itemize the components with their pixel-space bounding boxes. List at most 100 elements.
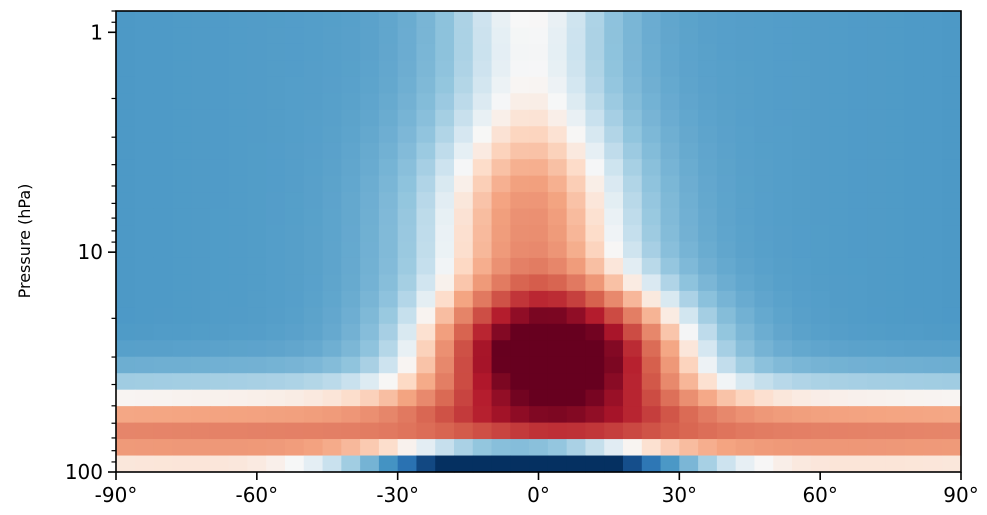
heatmap-cell xyxy=(378,340,399,358)
heatmap-cell xyxy=(810,142,831,160)
heatmap-cell xyxy=(247,340,267,358)
heatmap-cell xyxy=(134,109,155,127)
heatmap-cell xyxy=(303,257,324,276)
heatmap-cell xyxy=(266,455,286,473)
heatmap-cell xyxy=(604,27,624,45)
heatmap-cell xyxy=(566,93,587,111)
heatmap-cell xyxy=(547,159,568,177)
heatmap-cell xyxy=(566,373,587,391)
heatmap-cell xyxy=(228,422,249,440)
heatmap-cell xyxy=(454,257,474,276)
heatmap-cell xyxy=(116,406,136,424)
heatmap-cell xyxy=(209,192,230,210)
heatmap-cell xyxy=(604,340,624,358)
heatmap-cell xyxy=(472,241,493,259)
heatmap-cell xyxy=(679,11,699,29)
heatmap-cell xyxy=(510,192,530,210)
heatmap-cell xyxy=(529,389,549,407)
heatmap-cell xyxy=(773,225,793,243)
heatmap-cell xyxy=(829,159,849,177)
heatmap-cell xyxy=(322,455,342,473)
heatmap-cell xyxy=(491,11,511,29)
heatmap-cell xyxy=(153,389,173,407)
heatmap-cell xyxy=(679,406,699,424)
heatmap-cell xyxy=(134,307,155,325)
heatmap-cell xyxy=(773,455,793,473)
heatmap-cell xyxy=(716,192,737,210)
heatmap-cell xyxy=(923,373,943,391)
heatmap-cell xyxy=(454,323,474,341)
heatmap-cell xyxy=(641,389,662,407)
heatmap-cell xyxy=(510,439,530,457)
heatmap-cell xyxy=(529,290,549,308)
heatmap-cell xyxy=(247,274,267,292)
heatmap-cell xyxy=(322,192,342,210)
heatmap-cell xyxy=(416,11,436,29)
heatmap-cell xyxy=(322,241,342,259)
heatmap-cell xyxy=(322,389,342,407)
heatmap-cell xyxy=(679,192,699,210)
heatmap-cell xyxy=(228,356,249,374)
heatmap-cell xyxy=(397,175,418,193)
heatmap-cell xyxy=(454,208,474,226)
heatmap-cell xyxy=(716,175,737,193)
heatmap-cell xyxy=(510,142,530,160)
heatmap-cell xyxy=(303,307,324,325)
heatmap-cell xyxy=(716,439,737,457)
heatmap-cell xyxy=(360,43,380,61)
heatmap-cell xyxy=(547,455,568,473)
heatmap-cell xyxy=(153,290,173,308)
heatmap-cell xyxy=(266,406,286,424)
heatmap-cell xyxy=(209,159,230,177)
heatmap-cell xyxy=(923,27,943,45)
heatmap-cell xyxy=(547,175,568,193)
heatmap-cell xyxy=(285,93,305,111)
heatmap-cell xyxy=(885,159,906,177)
heatmap-cell xyxy=(623,76,643,94)
heatmap-cell xyxy=(529,208,549,226)
heatmap-cell xyxy=(623,422,643,440)
heatmap-cell xyxy=(491,422,511,440)
heatmap-cell xyxy=(716,307,737,325)
heatmap-cell xyxy=(341,175,361,193)
heatmap-cell xyxy=(754,389,774,407)
heatmap-cell xyxy=(660,76,680,94)
heatmap-cell xyxy=(472,439,493,457)
heatmap-cell xyxy=(566,241,587,259)
heatmap-cell xyxy=(510,159,530,177)
heatmap-cell xyxy=(716,323,737,341)
heatmap-cell xyxy=(904,422,925,440)
heatmap-cell xyxy=(547,109,568,127)
heatmap-cell xyxy=(341,274,361,292)
heatmap-cell xyxy=(904,11,925,29)
heatmap-cell xyxy=(416,159,436,177)
heatmap-cell xyxy=(623,257,643,276)
heatmap-cell xyxy=(360,356,380,374)
heatmap-cell xyxy=(266,126,286,144)
heatmap-cell xyxy=(134,389,155,407)
heatmap-cell xyxy=(716,109,737,127)
heatmap-cell xyxy=(679,126,699,144)
heatmap-cell xyxy=(566,455,587,473)
heatmap-cell xyxy=(454,43,474,61)
heatmap-cell xyxy=(191,142,211,160)
heatmap-cell xyxy=(716,257,737,276)
heatmap-cell xyxy=(134,323,155,341)
heatmap-cell xyxy=(716,27,737,45)
heatmap-cell xyxy=(735,290,756,308)
heatmap-cell xyxy=(641,142,662,160)
heatmap-cells xyxy=(116,11,962,473)
heatmap-cell xyxy=(360,159,380,177)
heatmap-cell xyxy=(585,175,605,193)
heatmap-cell xyxy=(641,11,662,29)
heatmap-cell xyxy=(829,93,849,111)
heatmap-cell xyxy=(679,257,699,276)
heatmap-cell xyxy=(547,60,568,78)
heatmap-cell xyxy=(735,389,756,407)
heatmap-cell xyxy=(810,60,831,78)
heatmap-cell xyxy=(942,142,962,160)
heatmap-cell xyxy=(623,109,643,127)
heatmap-cell xyxy=(191,208,211,226)
heatmap-cell xyxy=(623,307,643,325)
heatmap-cell xyxy=(228,159,249,177)
